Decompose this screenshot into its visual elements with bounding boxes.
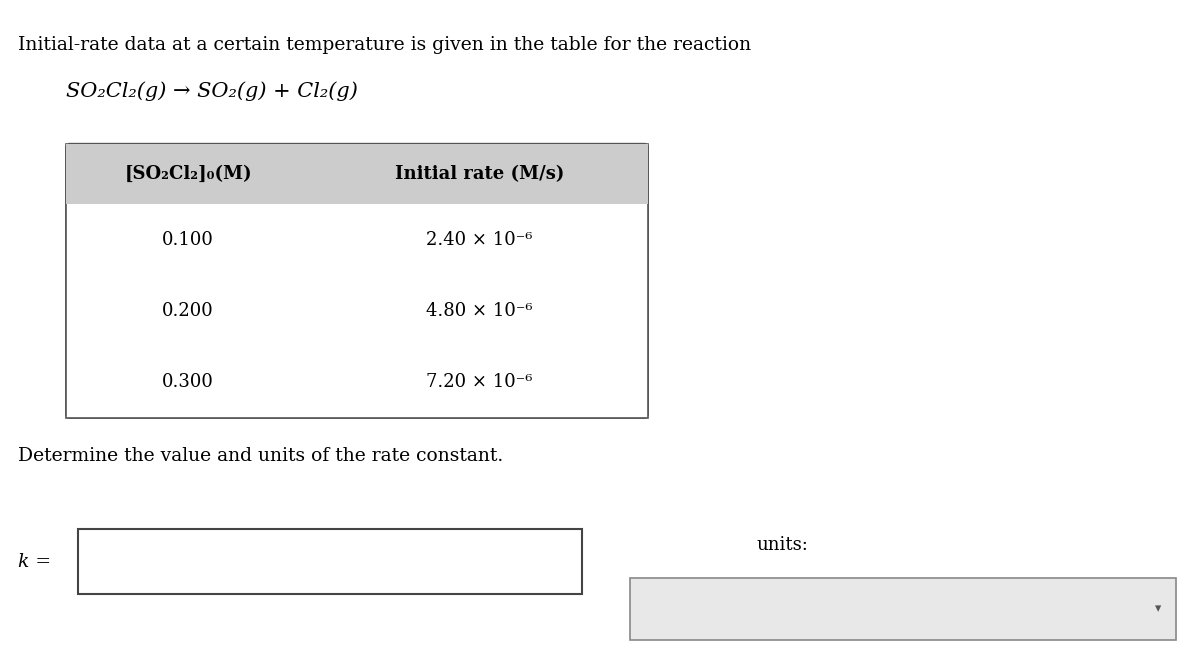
Text: 0.200: 0.200 [162,302,214,320]
Text: Initial rate (M/s): Initial rate (M/s) [395,165,564,183]
Text: Determine the value and units of the rate constant.: Determine the value and units of the rat… [18,447,503,466]
Text: ▾: ▾ [1154,603,1162,615]
Text: k =: k = [18,552,52,571]
Text: 7.20 × 10⁻⁶: 7.20 × 10⁻⁶ [426,374,533,391]
Text: SO₂Cl₂(g) → SO₂(g) + Cl₂(g): SO₂Cl₂(g) → SO₂(g) + Cl₂(g) [66,82,358,101]
Text: Initial-rate data at a certain temperature is given in the table for the reactio: Initial-rate data at a certain temperatu… [18,36,751,54]
Text: [SO₂Cl₂]₀(M): [SO₂Cl₂]₀(M) [125,165,252,183]
Text: 0.300: 0.300 [162,374,214,391]
Text: 4.80 × 10⁻⁶: 4.80 × 10⁻⁶ [426,302,533,320]
Text: 0.100: 0.100 [162,231,214,249]
Text: 2.40 × 10⁻⁶: 2.40 × 10⁻⁶ [426,231,533,249]
Text: units:: units: [756,536,808,554]
